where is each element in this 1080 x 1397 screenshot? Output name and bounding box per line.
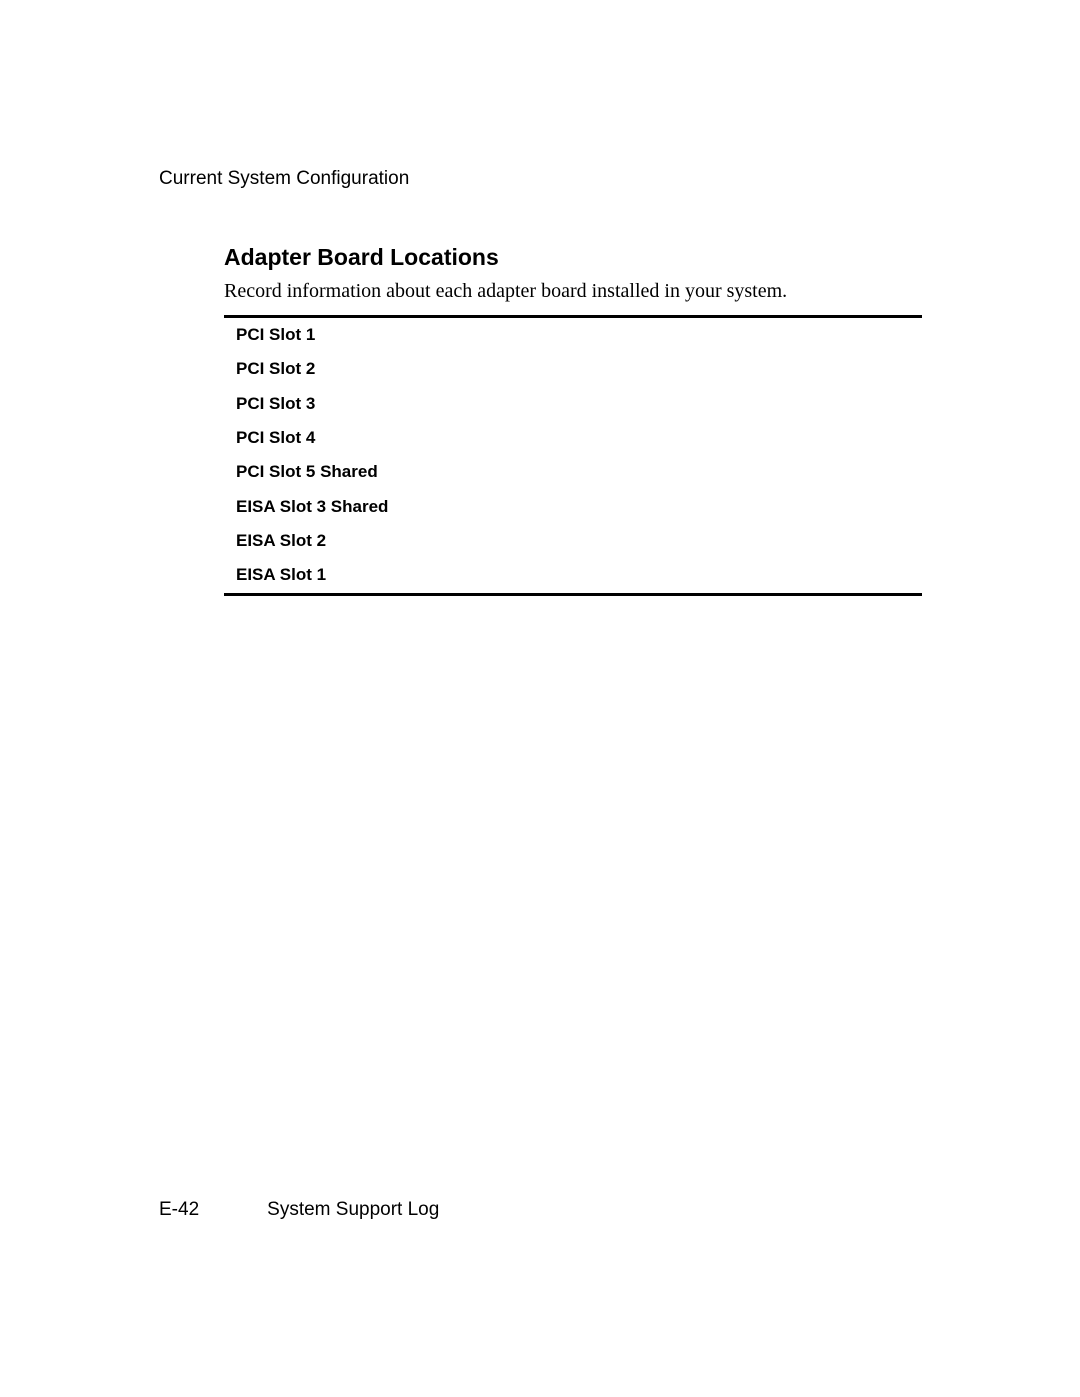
table-row: PCI Slot 2 [224, 352, 922, 386]
table-row: PCI Slot 5 Shared [224, 455, 922, 489]
table-row: EISA Slot 3 Shared [224, 490, 922, 524]
slot-table: PCI Slot 1 PCI Slot 2 PCI Slot 3 PCI Slo… [224, 315, 922, 596]
page-footer: E-42 System Support Log [159, 1199, 439, 1221]
footer-page-number: E-42 [159, 1199, 199, 1221]
table-row: PCI Slot 4 [224, 421, 922, 455]
table-row: PCI Slot 1 [224, 318, 922, 352]
section-title: Adapter Board Locations [224, 244, 922, 271]
section-description: Record information about each adapter bo… [224, 280, 922, 303]
footer-section-name: System Support Log [267, 1199, 439, 1221]
page-header: Current System Configuration [159, 168, 409, 190]
table-row: EISA Slot 1 [224, 558, 922, 592]
table-row: PCI Slot 3 [224, 387, 922, 421]
table-row: EISA Slot 2 [224, 524, 922, 558]
content-area: Adapter Board Locations Record informati… [224, 244, 922, 596]
